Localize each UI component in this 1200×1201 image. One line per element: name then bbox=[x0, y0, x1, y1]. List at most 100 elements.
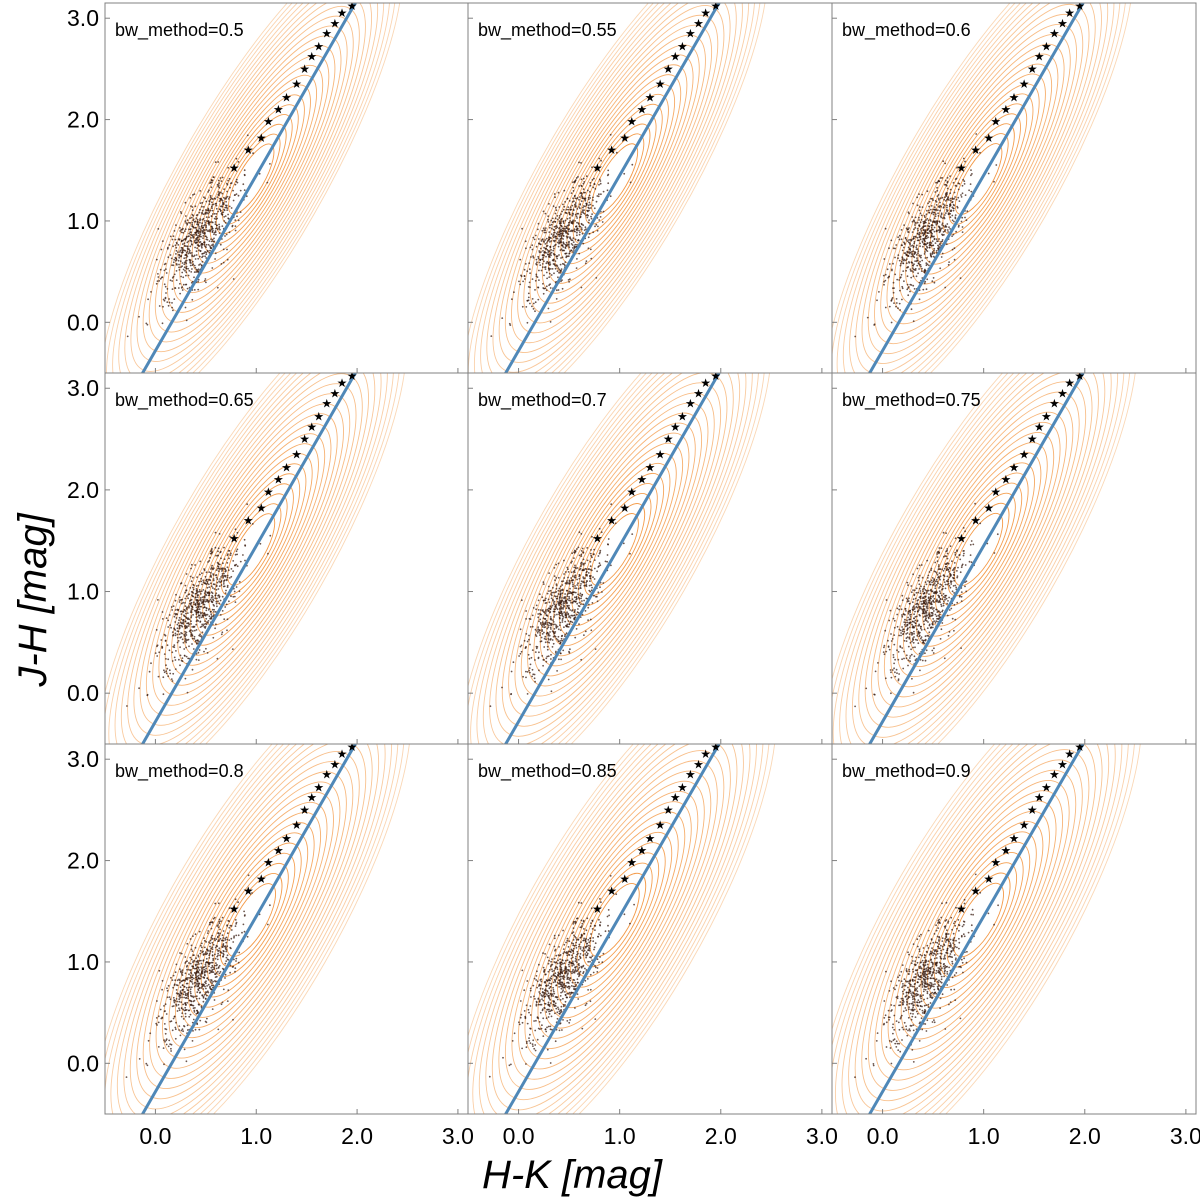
scatter-point bbox=[945, 184, 948, 187]
scatter-point bbox=[933, 579, 936, 582]
scatter-point bbox=[174, 612, 176, 615]
scatter-point bbox=[181, 969, 184, 972]
scatter-point bbox=[913, 630, 915, 633]
scatter-point bbox=[209, 182, 211, 185]
kde-contour-level bbox=[213, 862, 289, 978]
scatter-point bbox=[920, 218, 923, 221]
scatter-point bbox=[583, 212, 586, 215]
scatter-point bbox=[926, 627, 929, 630]
scatter-point bbox=[188, 221, 190, 224]
scatter-point bbox=[195, 642, 198, 644]
scatter-point bbox=[568, 623, 571, 625]
scatter-point bbox=[210, 984, 213, 987]
scatter-point bbox=[190, 633, 193, 635]
scatter-point bbox=[184, 620, 187, 623]
scatter-point bbox=[180, 240, 183, 242]
scatter-point bbox=[203, 612, 206, 615]
scatter-point bbox=[184, 260, 187, 262]
scatter-point bbox=[854, 705, 856, 708]
scatter-point bbox=[945, 565, 947, 568]
scatter-point bbox=[174, 659, 177, 661]
scatter-point bbox=[189, 217, 192, 220]
scatter-point bbox=[210, 186, 213, 189]
scatter-point bbox=[528, 634, 530, 637]
scatter-point bbox=[544, 266, 547, 268]
scatter-point bbox=[922, 234, 925, 236]
scatter-point bbox=[167, 256, 170, 259]
scatter-point bbox=[182, 268, 185, 271]
scatter-point bbox=[590, 215, 592, 218]
reddening-line bbox=[867, 373, 1085, 744]
scatter-point bbox=[916, 628, 918, 631]
scatter-point bbox=[595, 595, 597, 598]
scatter-point bbox=[173, 628, 176, 630]
scatter-point bbox=[214, 957, 217, 960]
scatter-point bbox=[930, 597, 932, 600]
panel-4: ★★★★★★★★★★★★★★ bbox=[105, 373, 407, 744]
scatter-point bbox=[548, 607, 551, 610]
scatter-point bbox=[962, 527, 965, 529]
scatter-point bbox=[555, 209, 558, 212]
scatter-point bbox=[947, 196, 950, 199]
scatter-point bbox=[561, 584, 564, 586]
scatter-point bbox=[553, 632, 555, 635]
scatter-point bbox=[571, 560, 573, 563]
scatter-point bbox=[202, 603, 205, 606]
scatter-point bbox=[230, 568, 233, 570]
scatter-point bbox=[198, 963, 200, 965]
scatter-point bbox=[906, 632, 909, 634]
scatter-point bbox=[190, 580, 193, 583]
scatter-point bbox=[949, 573, 952, 576]
scatter-point bbox=[946, 229, 949, 231]
scatter-point bbox=[551, 604, 554, 607]
scatter-point bbox=[586, 559, 589, 562]
kde-contour-level bbox=[832, 373, 1125, 744]
scatter-point bbox=[181, 1012, 184, 1014]
scatter-point bbox=[935, 584, 938, 586]
scatter-point bbox=[601, 221, 604, 223]
scatter-point bbox=[174, 1037, 177, 1040]
scatter-point bbox=[919, 627, 922, 630]
scatter-point bbox=[212, 615, 215, 618]
scatter-point bbox=[936, 220, 939, 222]
scatter-point bbox=[890, 692, 892, 695]
scatter-point bbox=[901, 599, 904, 602]
star-marker: ★ bbox=[281, 461, 292, 475]
scatter-point bbox=[959, 571, 962, 574]
scatter-point bbox=[557, 562, 560, 565]
scatter-point bbox=[562, 608, 564, 610]
scatter-point bbox=[208, 203, 211, 206]
scatter-point bbox=[895, 298, 898, 300]
scatter-point bbox=[561, 639, 564, 642]
scatter-point bbox=[171, 1029, 174, 1032]
scatter-point bbox=[588, 232, 591, 235]
scatter-point bbox=[224, 221, 227, 224]
scatter-point bbox=[170, 626, 173, 629]
scatter-point bbox=[490, 335, 493, 337]
scatter-point bbox=[912, 646, 914, 649]
scatter-point bbox=[235, 178, 238, 181]
scatter-point bbox=[907, 659, 910, 662]
scatter-point bbox=[550, 628, 552, 630]
scatter-point bbox=[589, 203, 592, 206]
scatter-point bbox=[607, 182, 610, 185]
scatter-point bbox=[970, 561, 973, 564]
scatter-point bbox=[962, 157, 965, 160]
scatter-point bbox=[252, 152, 255, 155]
scatter-point bbox=[576, 584, 579, 586]
scatter-point bbox=[903, 623, 906, 626]
scatter-point bbox=[185, 265, 188, 268]
scatter-point bbox=[913, 655, 916, 658]
scatter-point bbox=[941, 239, 944, 241]
scatter-point bbox=[911, 267, 914, 269]
scatter-point bbox=[913, 613, 915, 616]
scatter-point bbox=[587, 606, 590, 609]
scatter-point bbox=[591, 569, 593, 572]
scatter-point bbox=[193, 635, 196, 638]
scatter-point bbox=[580, 595, 583, 598]
scatter-point bbox=[959, 277, 962, 279]
scatter-point bbox=[944, 224, 947, 227]
scatter-point bbox=[904, 259, 907, 262]
scatter-point bbox=[586, 210, 589, 212]
